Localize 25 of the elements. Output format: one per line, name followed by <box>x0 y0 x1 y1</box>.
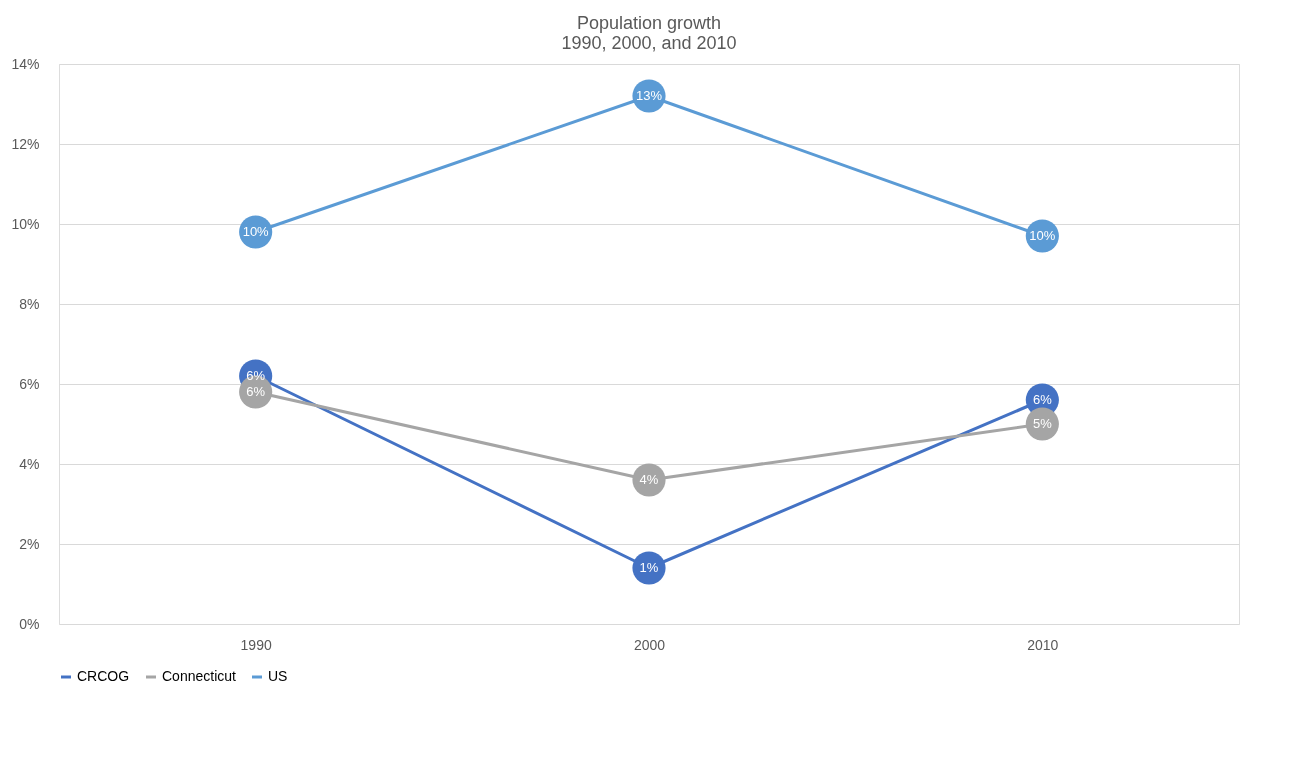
x-tick-label: 2000 <box>633 636 666 653</box>
y-tick-label: 10% <box>11 215 40 232</box>
data-label: 1% <box>639 560 659 575</box>
x-tick-label: 2010 <box>1027 636 1059 653</box>
data-label: 6% <box>1032 392 1053 407</box>
data-label: 10% <box>1029 228 1056 243</box>
y-tick-label: 12% <box>11 135 40 152</box>
text: Population growth <box>576 13 722 33</box>
text: 1990, 2000, and 2010 <box>561 33 737 53</box>
data-label: 4% <box>639 472 659 487</box>
y-tick-label: 14% <box>11 55 40 72</box>
data-label: 6% <box>246 384 266 399</box>
x-tick-label: 1990 <box>240 636 272 653</box>
legend-label: Connecticut <box>162 668 237 684</box>
legend-label: US <box>268 668 288 684</box>
y-tick-label: 0% <box>19 615 40 632</box>
data-label: 10% <box>242 224 270 239</box>
y-tick-label: 4% <box>19 455 40 472</box>
data-label: 5% <box>1032 416 1053 431</box>
y-tick-label: 6% <box>19 375 40 392</box>
legend-label: CRCOG <box>77 668 130 684</box>
data-label: 6% <box>246 368 266 383</box>
y-tick-label: 2% <box>19 535 40 552</box>
data-label: 13% <box>635 88 663 103</box>
y-tick-label: 8% <box>19 295 40 312</box>
